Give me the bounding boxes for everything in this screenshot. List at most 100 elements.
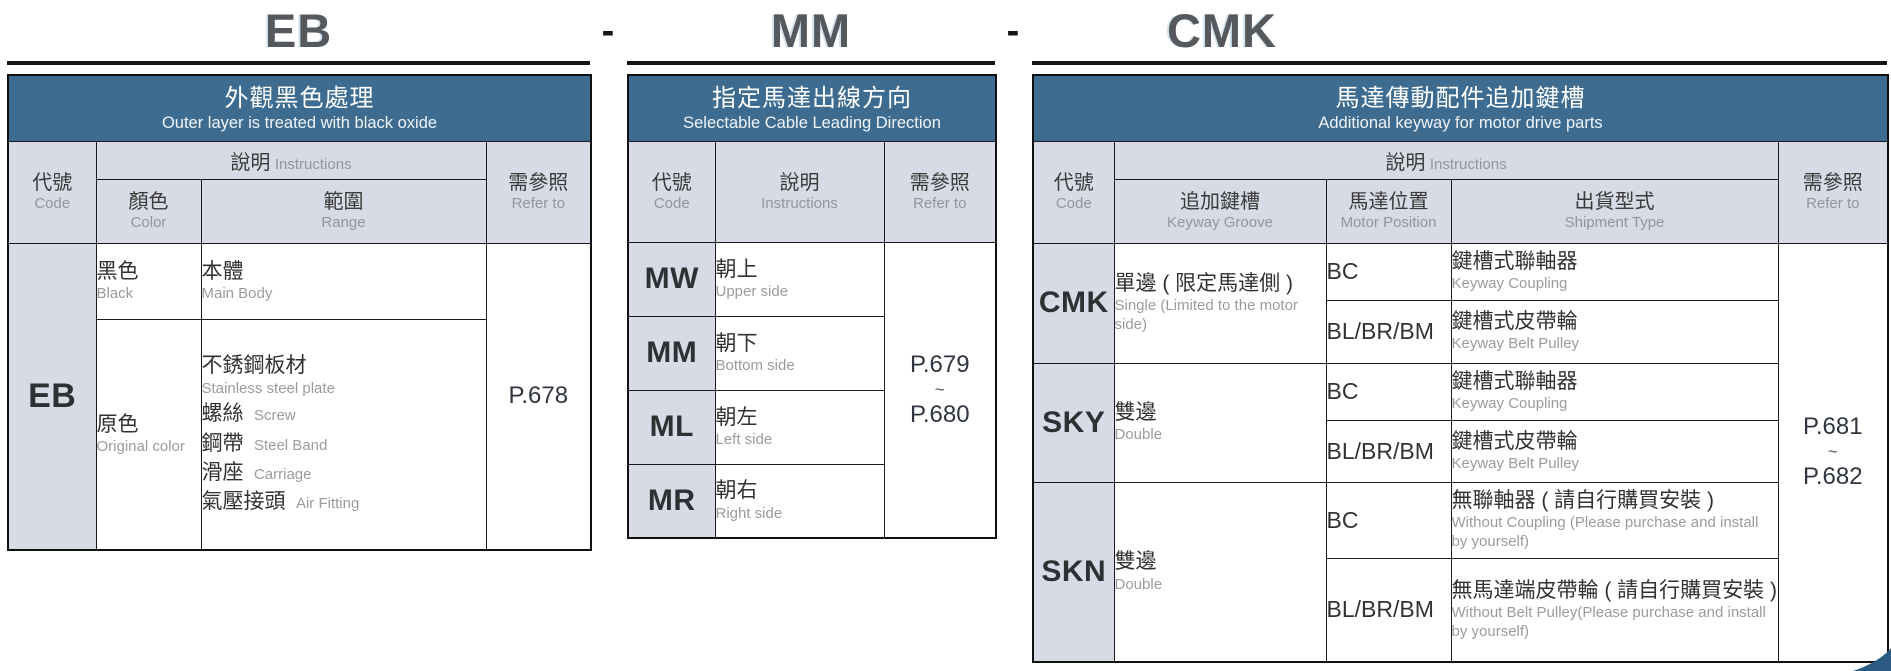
refer-label-en: Refer to <box>913 194 967 212</box>
table-title-zh: 指定馬達出線方向 <box>712 84 912 112</box>
refer-label-en: Refer to <box>1806 195 1860 213</box>
instructions-label-en: Instructions <box>1429 155 1507 173</box>
code-cell-sky: SKY <box>1032 362 1115 483</box>
motor-position-cell: BC <box>1325 481 1452 559</box>
range-item-zh: 螺絲 <box>201 402 244 426</box>
range-label-zh: 範圍 <box>323 191 364 214</box>
range-item: 氣壓接頭 Air Fitting <box>202 489 485 515</box>
keyway-cell: 雙邊 Double <box>1113 362 1327 483</box>
eb-option-table: 外觀黑色處理 Outer layer is treated with black… <box>7 74 593 551</box>
table-row: BL/BR/BM 無馬達端皮帶輪 ( 請自行購買安裝 ) Without Bel… <box>1033 557 1888 663</box>
range-cell: 本體 Main Body <box>200 242 487 320</box>
table-title-en: Outer layer is treated with black oxide <box>161 113 438 132</box>
code-label-zh: 代號 <box>1053 172 1094 195</box>
range-item: 滑座 Carriage <box>202 460 485 486</box>
mm-option-table: 指定馬達出線方向 Selectable Cable Leading Direct… <box>627 74 998 539</box>
color-label-en: Color <box>130 214 167 232</box>
code-label-zh: 代號 <box>651 171 692 194</box>
motor-position-value: BL/BR/BM <box>1326 596 1434 623</box>
range-item-en: Stainless steel plate <box>201 379 335 397</box>
refer-cell: P.681 ~ P.682 <box>1777 242 1889 663</box>
range-item-en: Air Fitting <box>295 495 360 512</box>
code-cell-skn: SKN <box>1032 481 1115 663</box>
code-label-en: Code <box>653 194 690 212</box>
shipment-cell: 鍵槽式皮帶輪 Keyway Belt Pulley <box>1450 299 1779 364</box>
code-label-zh: 代號 <box>32 172 73 195</box>
color-cell: 黑色 Black <box>95 242 202 320</box>
instructions-label-zh: 說明 <box>1385 151 1426 174</box>
keyway-en: Single (Limited to the motor side) <box>1114 297 1298 334</box>
keyway-en: Double <box>1114 575 1163 593</box>
keyway-cell: 雙邊 Double <box>1113 481 1327 663</box>
motor-position-value: BL/BR/BM <box>1326 437 1434 464</box>
motor-position-value: BL/BR/BM <box>1326 318 1434 344</box>
shipment-zh: 鍵槽式皮帶輪 <box>1451 429 1578 453</box>
table-title-en: Selectable Cable Leading Direction <box>683 113 941 132</box>
table-title-en: Additional keyway for motor drive parts <box>1318 113 1603 132</box>
table-row: 原色 Original color 不銹鋼板材 Stainless steel … <box>8 318 591 551</box>
table-title-eb: 外觀黑色處理 Outer layer is treated with black… <box>7 74 592 142</box>
range-item: 鋼帶 Steel Band <box>201 431 485 457</box>
code-cell-mm: MM <box>627 315 716 391</box>
direction-en: Right side <box>715 504 783 522</box>
motor-position-cell: BC <box>1325 242 1452 301</box>
range-item-zh: 不銹鋼板材 <box>201 354 307 378</box>
table-row: BL/BR/BM 鍵槽式皮帶輪 Keyway Belt Pulley <box>1033 419 1888 483</box>
range-label-en: Range <box>321 214 366 232</box>
direction-en: Bottom side <box>715 356 795 374</box>
range-item-zh: 本體 <box>201 259 244 283</box>
refer-cell: P.678 <box>485 242 592 551</box>
shipment-zh: 鍵槽式聯軸器 <box>1451 370 1578 393</box>
range-item-en: Main Body <box>201 284 273 302</box>
page-title-eb: EB <box>264 4 333 57</box>
title-underline-mm <box>627 61 995 65</box>
shipment-en: Without Belt Pulley(Please purchase and … <box>1451 604 1766 640</box>
keyway-label-zh: 追加鍵槽 <box>1180 191 1260 214</box>
refer-label-en: Refer to <box>511 195 565 213</box>
refer-page-end: P.682 <box>1802 463 1863 491</box>
shipment-en: Keyway Coupling <box>1451 275 1568 293</box>
column-header-refer: 需參照 Refer to <box>485 140 592 244</box>
column-header-instructions: 說明 Instructions <box>714 140 885 243</box>
shipment-en: Keyway Belt Pulley <box>1451 454 1580 472</box>
cmk-option-table: 馬達傳動配件追加鍵槽 Additional keyway for motor d… <box>1032 74 1890 663</box>
color-en: Original color <box>96 438 185 455</box>
code-label-en: Code <box>34 195 71 213</box>
keyway-zh: 雙邊 <box>1114 401 1157 424</box>
motor-position-cell: BL/BR/BM <box>1325 557 1452 663</box>
motor-position-value: BC <box>1326 506 1359 533</box>
column-header-refer: 需參照 Refer to <box>883 140 997 243</box>
column-header-motor-position: 馬達位置 Motor Position <box>1325 178 1452 244</box>
table-row: SKN 雙邊 Double BC 無聯軸器 ( 請自行購買安裝 ) Withou… <box>1032 481 1888 663</box>
page-corner-swoosh-icon <box>1853 648 1891 671</box>
motor-position-cell: BC <box>1325 362 1452 421</box>
shipment-cell: 鍵槽式聯軸器 Keyway Coupling <box>1450 362 1779 421</box>
table-row: ML 朝左 Left side <box>627 389 996 465</box>
code-cell-eb: EB <box>7 242 97 551</box>
shipment-zh: 無馬達端皮帶輪 ( 請自行購買安裝 ) <box>1451 578 1777 602</box>
shipment-en: Without Coupling (Please purchase and in… <box>1451 514 1759 551</box>
motor-position-value: BC <box>1326 258 1359 284</box>
code-cell-mr: MR <box>627 463 716 539</box>
color-label-zh: 顏色 <box>128 191 169 214</box>
range-item-zh: 鋼帶 <box>201 431 244 455</box>
column-header-instructions: 說明 Instructions <box>1113 140 1779 180</box>
shipment-en: Keyway Belt Pulley <box>1451 335 1580 353</box>
title-underline-cmk <box>1032 61 1887 65</box>
range-item-en: Steel Band <box>253 436 328 454</box>
shipment-label-en: Shipment Type <box>1564 214 1665 232</box>
shipment-cell: 無聯軸器 ( 請自行購買安裝 ) Without Coupling (Pleas… <box>1450 481 1779 559</box>
range-item-en: Screw <box>253 407 296 425</box>
table-row: BL/BR/BM 鍵槽式皮帶輪 Keyway Belt Pulley <box>1033 299 1888 364</box>
keyway-label-en: Keyway Groove <box>1167 214 1273 232</box>
keyway-en: Double <box>1114 426 1163 444</box>
page-title-mm: MM <box>770 4 852 57</box>
instructions-label-en: Instructions <box>761 194 838 212</box>
shipment-zh: 鍵槽式皮帶輪 <box>1451 310 1578 333</box>
table-row: MW 朝上 Upper side P.679 ~ P.680 <box>627 241 997 539</box>
keyway-cell: 單邊 ( 限定馬達側 ) Single (Limited to the moto… <box>1113 242 1327 364</box>
refer-label-zh: 需參照 <box>909 171 970 194</box>
column-header-range: 範圍 Range <box>200 178 487 244</box>
refer-tilde: ~ <box>934 379 945 399</box>
